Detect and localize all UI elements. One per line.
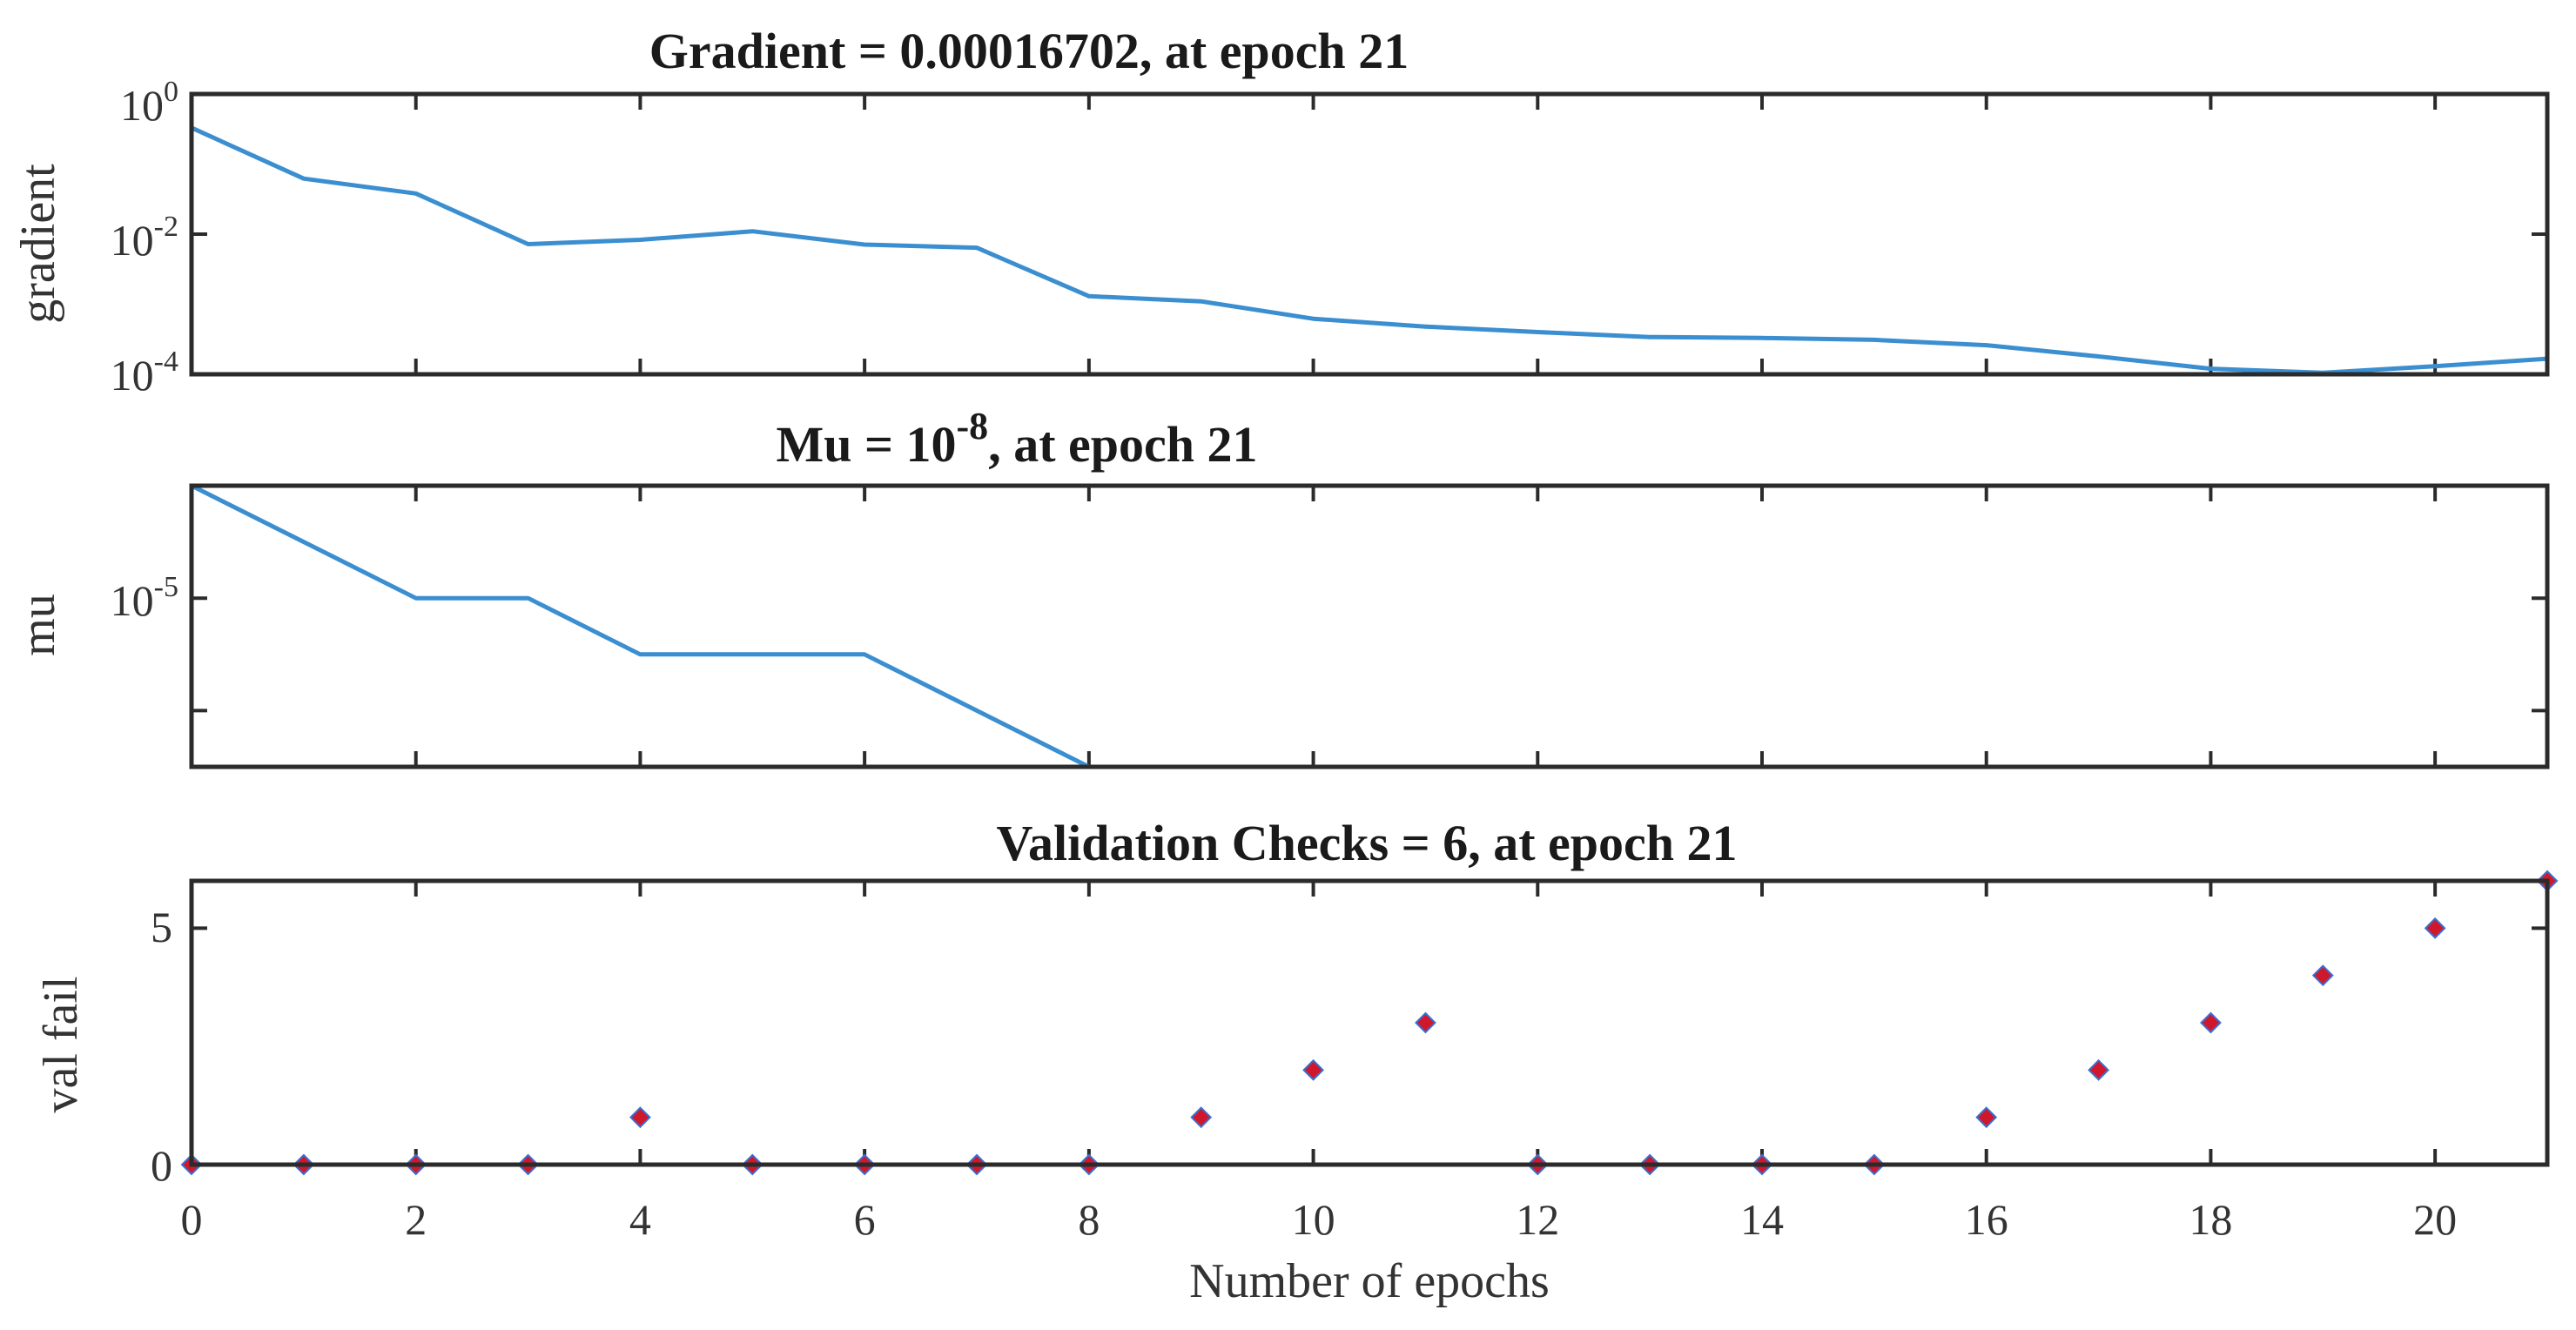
- mu-series-line: [190, 483, 2547, 769]
- valfail-xtick-label-8: 8: [1078, 1195, 1100, 1244]
- valfail-tick-marks: [190, 881, 2547, 1166]
- valfail-xtick-label-6: 6: [854, 1195, 876, 1244]
- valfail-xtick-label-18: 18: [2189, 1195, 2232, 1244]
- valfail-ytick-label-5: 5: [151, 903, 172, 951]
- valfail-point-epoch-9: [1190, 1106, 1213, 1129]
- gradient-ylabel: gradient: [11, 164, 65, 324]
- gradient-series-line: [190, 125, 2548, 375]
- valfail-title: Validation Checks = 6, at epoch 21: [996, 815, 1737, 871]
- gradient-panel: Gradient = 0.00016702, at epoch 21 gradi…: [11, 23, 2550, 400]
- gradient-title: Gradient = 0.00016702, at epoch 21: [649, 23, 1409, 79]
- valfail-xlabel: Number of epochs: [1189, 1254, 1550, 1308]
- valfail-xtick-label-10: 10: [1292, 1195, 1335, 1244]
- valfail-xtick-label-12: 12: [1516, 1195, 1559, 1244]
- valfail-point-epoch-10: [1302, 1058, 1324, 1081]
- gradient-axes-frame: [189, 91, 2550, 377]
- valfail-xtick-label-20: 20: [2413, 1195, 2457, 1244]
- valfail-xtick-label-16: 16: [1965, 1195, 2008, 1244]
- mu-axes-frame: [189, 483, 2550, 769]
- valfail-ytick-label-0: 0: [151, 1141, 172, 1190]
- gradient-ytick-label-1e0: 100: [120, 76, 178, 130]
- valfail-point-epoch-11: [1415, 1011, 1436, 1034]
- gradient-tick-marks: [190, 92, 2547, 376]
- valfail-xtick-label-2: 2: [405, 1195, 427, 1244]
- mu-tick-marks: [190, 486, 2547, 767]
- valfail-markers: [180, 870, 2559, 1176]
- mu-title: Mu = 10-8, at epoch 21: [776, 405, 1257, 473]
- valfail-point-epoch-16: [1975, 1106, 1998, 1129]
- valfail-point-epoch-18: [2200, 1011, 2222, 1034]
- valfail-point-epoch-4: [629, 1106, 651, 1129]
- valfail-xtick-label-0: 0: [181, 1195, 203, 1244]
- valfail-panel: Validation Checks = 6, at epoch 21 val f…: [34, 815, 2559, 1308]
- gradient-ytick-label-1e-4: 10-4: [111, 346, 178, 400]
- mu-panel: Mu = 10-8, at epoch 21 mu 10-5: [11, 405, 2550, 769]
- valfail-xtick-label-4: 4: [629, 1195, 651, 1244]
- valfail-point-epoch-19: [2311, 964, 2334, 987]
- valfail-xtick-labels: 0 2 4 6 8 10 12 14 16 18 20: [181, 1195, 2458, 1244]
- valfail-ylabel: val fail: [34, 976, 88, 1112]
- valfail-xtick-label-14: 14: [1740, 1195, 1784, 1244]
- gradient-ytick-label-1e-2: 10-2: [111, 211, 178, 265]
- valfail-axes-frame: [189, 878, 2550, 1167]
- mu-ytick-label-1e-5: 10-5: [111, 571, 178, 625]
- valfail-point-epoch-20: [2424, 917, 2446, 939]
- mu-ylabel: mu: [11, 594, 65, 656]
- valfail-point-epoch-17: [2088, 1058, 2109, 1081]
